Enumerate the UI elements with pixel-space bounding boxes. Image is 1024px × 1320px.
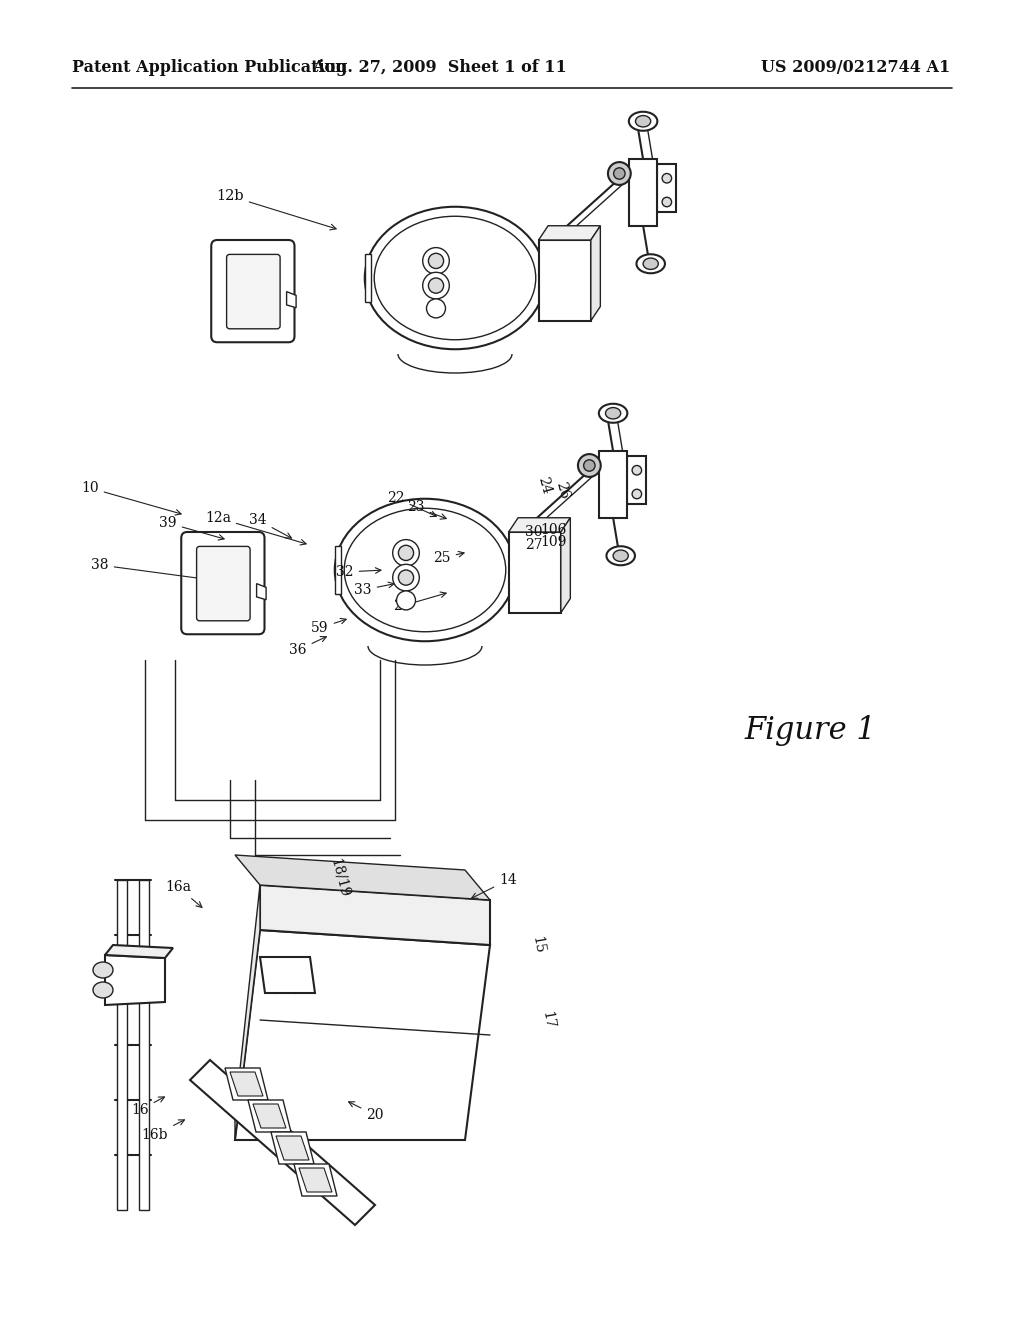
Ellipse shape [423, 248, 450, 275]
Text: 30: 30 [525, 525, 543, 539]
Ellipse shape [605, 408, 621, 418]
Polygon shape [629, 160, 657, 226]
Text: 26: 26 [553, 479, 571, 500]
Polygon shape [509, 532, 561, 612]
Text: 23: 23 [408, 500, 446, 519]
Polygon shape [657, 164, 676, 211]
Text: 20: 20 [348, 1102, 384, 1122]
Polygon shape [260, 957, 315, 993]
Ellipse shape [365, 207, 545, 350]
Text: 106: 106 [540, 523, 566, 537]
Ellipse shape [392, 540, 419, 566]
Polygon shape [190, 1060, 375, 1225]
Text: 39: 39 [160, 516, 224, 540]
Polygon shape [230, 1072, 263, 1096]
FancyBboxPatch shape [181, 532, 264, 634]
FancyBboxPatch shape [197, 546, 250, 620]
Polygon shape [234, 855, 490, 900]
Polygon shape [365, 255, 372, 302]
Text: 16a: 16a [165, 880, 202, 907]
Ellipse shape [613, 168, 625, 180]
Ellipse shape [599, 404, 628, 422]
Text: 25: 25 [433, 550, 464, 565]
Text: US 2009/0212744 A1: US 2009/0212744 A1 [761, 59, 950, 77]
FancyBboxPatch shape [226, 255, 281, 329]
Polygon shape [234, 884, 260, 1140]
Polygon shape [234, 931, 490, 1140]
Polygon shape [271, 1133, 314, 1164]
Polygon shape [299, 1168, 332, 1192]
Polygon shape [257, 583, 266, 599]
Text: 59: 59 [311, 618, 346, 635]
Text: 16b: 16b [141, 1119, 184, 1142]
Ellipse shape [93, 962, 113, 978]
Polygon shape [287, 292, 296, 308]
Polygon shape [539, 240, 591, 321]
Text: 18/19: 18/19 [328, 857, 352, 899]
Polygon shape [248, 1100, 291, 1133]
Text: Patent Application Publication: Patent Application Publication [72, 59, 347, 77]
Text: 28: 28 [393, 591, 446, 612]
Text: 36: 36 [289, 636, 327, 657]
Ellipse shape [637, 255, 665, 273]
Text: 12b: 12b [216, 189, 336, 230]
Ellipse shape [606, 546, 635, 565]
Polygon shape [105, 954, 165, 1005]
Text: 109: 109 [540, 535, 566, 549]
Text: 33: 33 [354, 582, 394, 597]
Ellipse shape [398, 570, 414, 585]
Polygon shape [294, 1164, 337, 1196]
Ellipse shape [613, 550, 629, 561]
Polygon shape [225, 1068, 268, 1100]
Polygon shape [509, 517, 570, 532]
Ellipse shape [629, 112, 657, 131]
Ellipse shape [636, 116, 650, 127]
Polygon shape [260, 884, 490, 945]
Ellipse shape [396, 591, 416, 610]
Ellipse shape [93, 982, 113, 998]
Text: Figure 1: Figure 1 [744, 714, 876, 746]
Ellipse shape [663, 173, 672, 183]
Polygon shape [628, 455, 646, 503]
Ellipse shape [663, 197, 672, 207]
Polygon shape [105, 945, 173, 958]
Polygon shape [599, 451, 628, 517]
Text: 12a: 12a [205, 511, 306, 545]
Text: Aug. 27, 2009  Sheet 1 of 11: Aug. 27, 2009 Sheet 1 of 11 [312, 59, 567, 77]
FancyBboxPatch shape [211, 240, 295, 342]
Ellipse shape [392, 565, 419, 591]
Ellipse shape [608, 162, 631, 185]
Text: 15: 15 [529, 935, 547, 954]
Polygon shape [276, 1137, 309, 1160]
Text: 14: 14 [472, 873, 517, 898]
Polygon shape [139, 880, 150, 1210]
Ellipse shape [427, 298, 445, 318]
Ellipse shape [398, 545, 414, 561]
Ellipse shape [428, 253, 443, 268]
Ellipse shape [584, 459, 595, 471]
Ellipse shape [578, 454, 601, 477]
Ellipse shape [643, 257, 658, 269]
Ellipse shape [632, 466, 642, 475]
Text: 10: 10 [81, 480, 181, 515]
Ellipse shape [428, 279, 443, 293]
Ellipse shape [335, 499, 515, 642]
Text: 24: 24 [535, 475, 553, 495]
Ellipse shape [632, 490, 642, 499]
Text: 32: 32 [336, 565, 381, 579]
Ellipse shape [423, 272, 450, 298]
Polygon shape [335, 546, 341, 594]
Polygon shape [253, 1104, 286, 1129]
Text: 27: 27 [525, 539, 543, 552]
Polygon shape [539, 226, 600, 240]
Text: 38: 38 [91, 558, 208, 582]
Text: 22: 22 [387, 491, 436, 516]
Polygon shape [561, 517, 570, 612]
Text: 17: 17 [540, 1010, 556, 1030]
Polygon shape [591, 226, 600, 321]
Text: 16: 16 [131, 1097, 165, 1117]
Polygon shape [117, 880, 127, 1210]
Text: 34: 34 [249, 513, 292, 539]
